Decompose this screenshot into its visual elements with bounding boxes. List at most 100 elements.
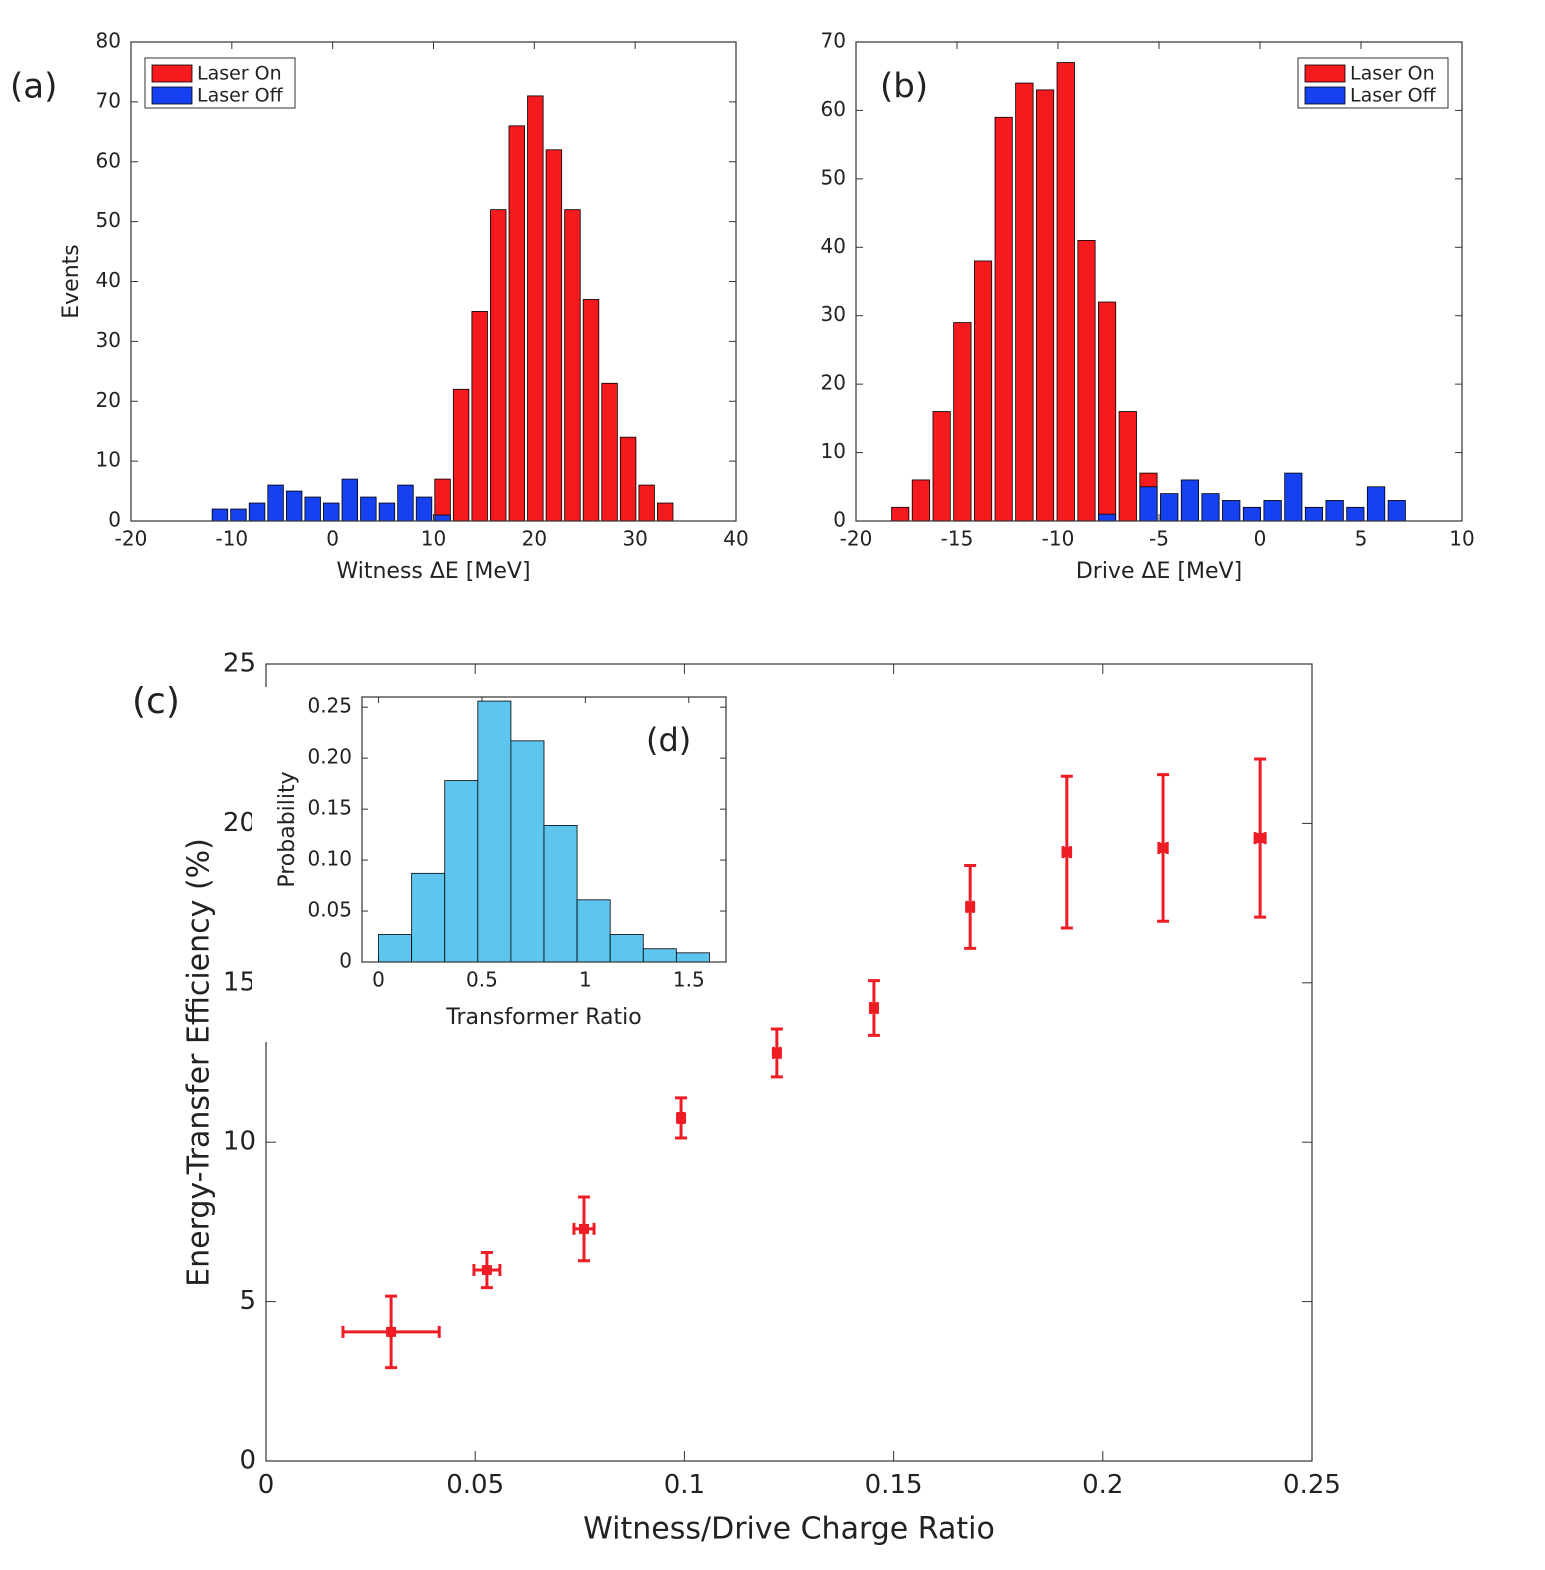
- histogram-bar: [378, 934, 413, 963]
- legend-label: Laser On: [197, 63, 282, 85]
- plot-area: [131, 42, 736, 521]
- y-tick-label: 10: [223, 1127, 256, 1157]
- x-axis-label: Drive ΔE [MeV]: [1076, 559, 1242, 584]
- y-tick-label: 15: [223, 967, 256, 997]
- histogram-bar: [953, 322, 972, 522]
- histogram-bar: [601, 382, 618, 522]
- data-point: [1158, 842, 1169, 853]
- x-tick-label: -20: [840, 527, 873, 551]
- y-tick-label: 30: [821, 302, 846, 326]
- legend-swatch: [151, 86, 193, 105]
- x-tick-label: 20: [522, 527, 547, 551]
- histogram-bar: [434, 514, 451, 522]
- y-tick-label: 0: [108, 508, 121, 532]
- histogram-bar: [1118, 411, 1137, 522]
- y-tick-label: 70: [821, 29, 846, 53]
- y-tick-label: 0: [339, 949, 352, 973]
- data-point: [386, 1326, 397, 1337]
- histogram-bar: [1284, 472, 1303, 522]
- y-tick-label: 40: [821, 234, 846, 258]
- x-tick-label: 40: [723, 527, 748, 551]
- histogram-bar: [1098, 513, 1117, 522]
- histogram-bar: [527, 95, 544, 522]
- y-tick-label: 20: [96, 388, 121, 412]
- x-tick-label: 0.05: [446, 1470, 504, 1500]
- histogram-bar: [1036, 89, 1055, 522]
- x-axis-label: Transformer Ratio: [445, 1005, 642, 1030]
- histogram-bar: [508, 125, 525, 522]
- data-point: [481, 1265, 492, 1276]
- x-tick-label: -20: [115, 527, 148, 551]
- axes-box: [130, 41, 737, 522]
- x-tick-label: -10: [1042, 527, 1075, 551]
- x-tick-label: 0.25: [1283, 1470, 1341, 1500]
- data-point: [868, 1002, 879, 1013]
- histogram-bar: [1346, 506, 1365, 522]
- x-axis-label: Witness/Drive Charge Ratio: [583, 1512, 995, 1547]
- y-tick-label: 70: [96, 88, 121, 112]
- y-tick-label: 10: [96, 448, 121, 472]
- histogram-bar: [267, 484, 284, 522]
- histogram-bar: [932, 411, 951, 522]
- histogram-bar: [974, 260, 993, 522]
- histogram-bar: [341, 478, 359, 522]
- histogram-bar: [471, 311, 488, 522]
- histogram-bar: [543, 825, 578, 963]
- histogram-bar: [1366, 486, 1386, 522]
- histogram-bar: [360, 496, 377, 522]
- y-tick-label: 20: [821, 371, 846, 395]
- histogram-bar: [415, 496, 433, 522]
- y-tick-label: 0.20: [307, 745, 352, 769]
- histogram-bar: [378, 502, 396, 522]
- histogram-bar: [1098, 301, 1117, 522]
- x-tick-label: 0.2: [1082, 1470, 1123, 1500]
- y-tick-label: 30: [96, 328, 121, 352]
- histogram-bar: [285, 490, 303, 522]
- y-tick-label: 50: [96, 208, 121, 232]
- y-axis-label: Events: [59, 244, 84, 319]
- histogram-bar: [1263, 500, 1282, 522]
- x-tick-label: 30: [622, 527, 647, 551]
- histogram-bar: [675, 952, 710, 963]
- histogram-bar: [994, 116, 1013, 522]
- histogram-bar: [1056, 62, 1075, 522]
- legend-label: Laser Off: [1350, 85, 1437, 107]
- y-tick-label: 20: [223, 808, 256, 838]
- axes-box: [855, 41, 1463, 522]
- y-tick-label: 0.25: [307, 694, 352, 718]
- histogram-bar: [1077, 240, 1096, 522]
- histogram-bar: [452, 388, 470, 522]
- histogram-bar: [891, 506, 910, 522]
- histogram-bar: [490, 209, 507, 522]
- panel-label: (b): [880, 67, 928, 107]
- data-point: [965, 901, 976, 912]
- histogram-bar: [638, 484, 655, 522]
- histogram-bar: [1387, 500, 1406, 522]
- histogram-bar: [1325, 500, 1344, 522]
- x-tick-label: -10: [215, 527, 248, 551]
- histogram-bar: [211, 508, 229, 522]
- data-point: [578, 1223, 589, 1234]
- y-tick-label: 0.15: [307, 796, 352, 820]
- y-tick-label: 60: [96, 148, 121, 172]
- axes-box: [361, 696, 727, 963]
- x-tick-label: 10: [421, 527, 446, 551]
- y-axis-label: Energy-Transfer Efficiency (%): [182, 838, 217, 1287]
- histogram-bar: [609, 934, 644, 963]
- data-point: [1061, 847, 1072, 858]
- legend-label: Laser Off: [197, 85, 284, 107]
- x-tick-label: 5: [1355, 527, 1368, 551]
- data-point: [1255, 833, 1266, 844]
- y-tick-label: 40: [96, 268, 121, 292]
- histogram-bar: [576, 899, 611, 963]
- y-tick-label: 5: [239, 1286, 256, 1316]
- histogram-bar: [1180, 479, 1199, 522]
- x-axis-label: Witness ΔE [MeV]: [336, 559, 530, 584]
- histogram-bar: [642, 948, 677, 963]
- y-tick-label: 0.10: [307, 847, 352, 871]
- histogram-bar: [657, 502, 674, 522]
- histogram-bar: [248, 502, 266, 522]
- data-point: [676, 1112, 687, 1123]
- data-point: [771, 1047, 782, 1058]
